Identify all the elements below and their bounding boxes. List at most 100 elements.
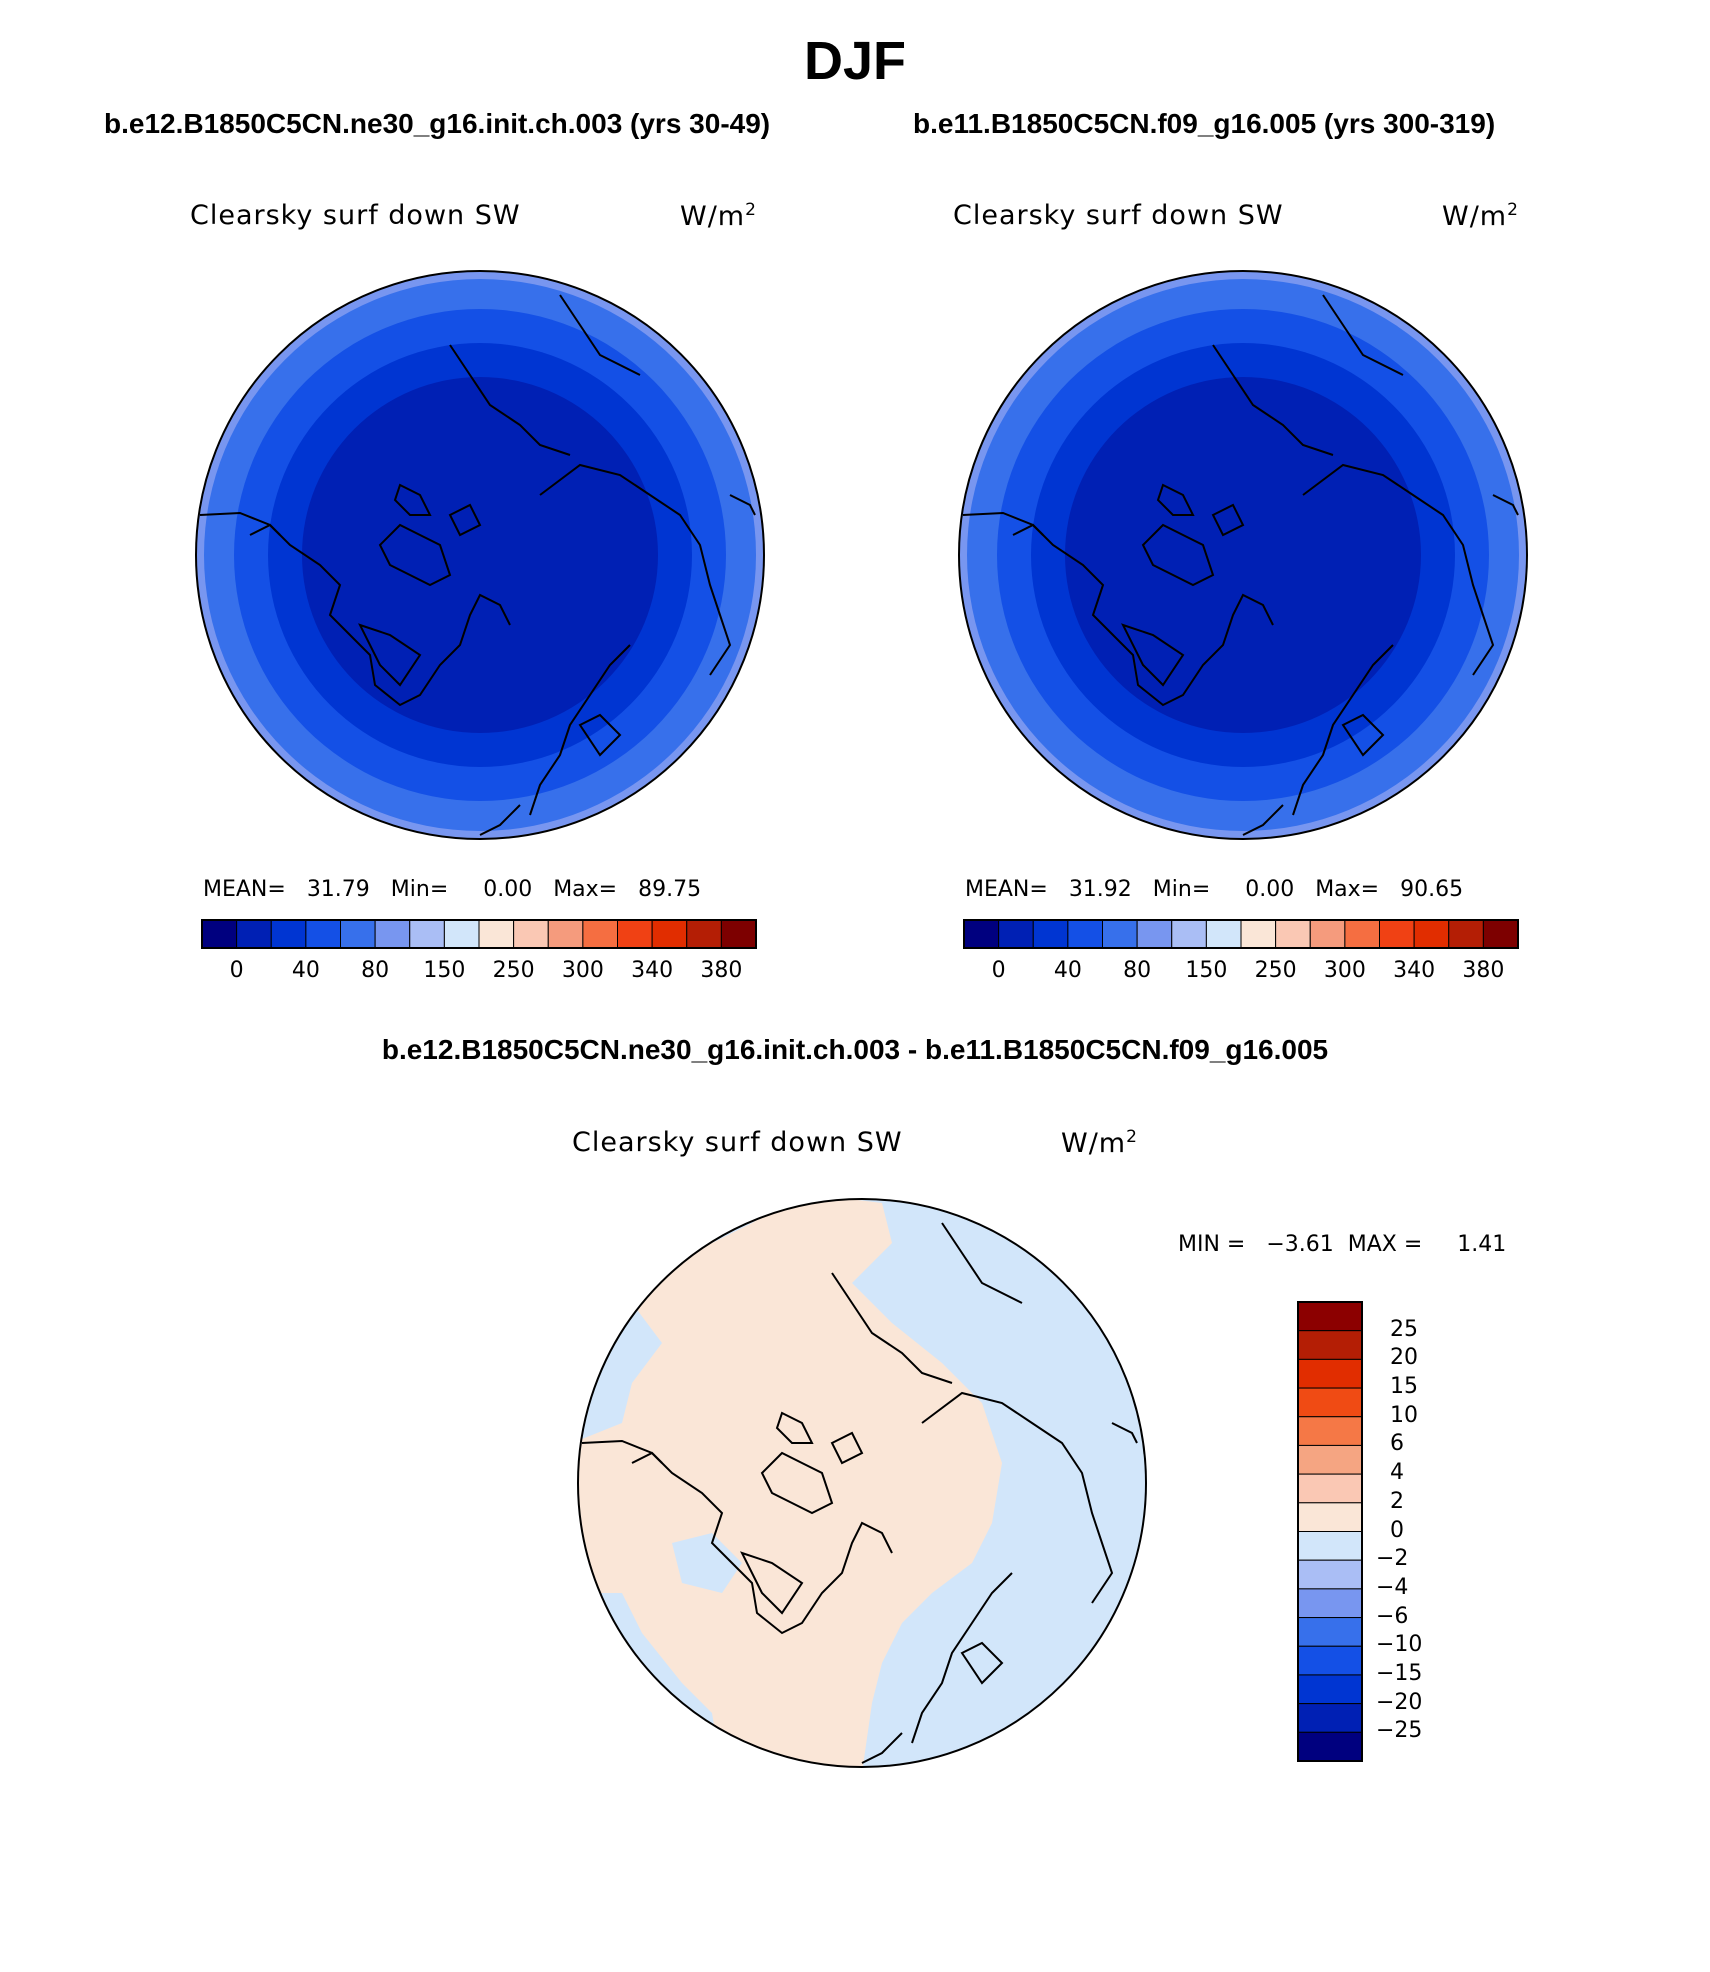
positive-region (578, 1199, 1002, 1767)
colorbar-tick-label: 340 (631, 958, 674, 983)
colorbar-cell (1297, 1559, 1363, 1590)
colorbar-cell (443, 919, 480, 949)
colorbar-cell (1297, 1588, 1363, 1619)
panel-2-case-title: b.e11.B1850C5CN.f09_g16.005 (yrs 300-319… (913, 108, 1496, 139)
colorbar-cell (1032, 919, 1069, 949)
colorbar-cell (1240, 919, 1277, 949)
colorbar-cell (1171, 919, 1207, 949)
colorbar-cell (409, 919, 445, 949)
colorbar-cell (1297, 1358, 1363, 1389)
colorbar-tick-label: −10 (1376, 1632, 1423, 1658)
panel-2-variable: Clearsky surf down SW (953, 200, 1284, 231)
colorbar-cell (720, 919, 757, 949)
colorbar-cell (582, 919, 618, 949)
colorbar-cell (651, 919, 688, 949)
map-panel-1 (195, 270, 765, 840)
colorbar-cell (1309, 919, 1346, 949)
colorbar-cell (270, 919, 307, 949)
colorbar-cell (1297, 1502, 1363, 1532)
colorbar-tick-label: 150 (423, 958, 466, 983)
colorbar-tick-label: −20 (1376, 1689, 1423, 1715)
colorbar-diff (1297, 1301, 1363, 1762)
colorbar-tick-label: 20 (1390, 1345, 1418, 1371)
colorbar-cell (686, 919, 722, 949)
diff-units: W/m2 (1061, 1127, 1138, 1159)
colorbar-diff-ticks: 25 20 15 10 6 4 2 0 −2 −4 −6 −10 −15 −20 −25 (1376, 1302, 1466, 1761)
coastlines (962, 294, 1519, 836)
page-title: DJF (803, 31, 906, 91)
colorbar-tick-label: 2 (1390, 1488, 1404, 1514)
colorbar-cell (1297, 1416, 1363, 1446)
colorbar-tick-label: 80 (1123, 958, 1152, 983)
colorbar-cell (1379, 919, 1415, 949)
colorbar-cell (236, 919, 272, 949)
colorbar-cell (1297, 1387, 1363, 1418)
colorbar-cell (305, 919, 341, 949)
colorbar-cell (963, 919, 1000, 949)
colorbar-cell (1413, 919, 1450, 949)
colorbar-cell (1102, 919, 1138, 949)
colorbar-tick-label: 4 (1390, 1460, 1404, 1486)
colorbar-cell (1205, 919, 1242, 949)
colorbar-cell (1136, 919, 1173, 949)
diff-variable: Clearsky surf down SW (572, 1127, 903, 1158)
colorbar-tick-label: 300 (1323, 958, 1366, 983)
colorbar-tick-label: −6 (1376, 1603, 1409, 1629)
diff-minmax: MIN = −3.61 MAX = 1.41 (1178, 1232, 1507, 1257)
colorbar-cell (340, 919, 376, 949)
colorbar-cell (1297, 1731, 1363, 1762)
colorbar-tick-label: 150 (1185, 958, 1228, 983)
colorbar-panel-2 (963, 919, 1519, 949)
colorbar-cell (1067, 919, 1103, 949)
colorbar-tick-label: 40 (291, 958, 320, 983)
colorbar-tick-label: 40 (1053, 958, 1082, 983)
ring-5 (302, 377, 658, 733)
colorbar-cell (201, 919, 238, 949)
colorbar-cell (1448, 919, 1484, 949)
colorbar-cell (374, 919, 411, 949)
colorbar-cell (1297, 1473, 1363, 1504)
colorbar-cell (617, 919, 653, 949)
colorbar-cell (1297, 1301, 1363, 1332)
colorbar-tick-label: 0 (1390, 1517, 1404, 1543)
panel-2-stats: MEAN= 31.92 Min= 0.00 Max= 90.65 (965, 877, 1464, 902)
colorbar-cell (998, 919, 1034, 949)
colorbar-tick-label: 300 (561, 958, 604, 983)
colorbar-tick-label: 25 (1390, 1316, 1418, 1342)
colorbar-panel-1-ticks: 0 40 80 150 250 300 340 380 (202, 958, 756, 988)
panel-1-case-title: b.e12.B1850C5CN.ne30_g16.init.ch.003 (yr… (104, 108, 771, 139)
colorbar-cell (1297, 1645, 1363, 1676)
map-diff (577, 1198, 1147, 1768)
colorbar-tick-label: 80 (361, 958, 390, 983)
colorbar-tick-label: −15 (1376, 1660, 1423, 1686)
colorbar-tick-label: 0 (229, 958, 244, 983)
colorbar-tick-label: 340 (1393, 958, 1436, 983)
colorbar-tick-label: 250 (492, 958, 535, 983)
colorbar-cell (1297, 1330, 1363, 1360)
colorbar-panel-2-ticks: 0 40 80 150 250 300 340 380 (964, 958, 1518, 988)
colorbar-cell (1275, 919, 1311, 949)
colorbar-tick-label: 0 (991, 958, 1006, 983)
colorbar-cell (1297, 1444, 1363, 1475)
colorbar-tick-label: 15 (1390, 1374, 1418, 1400)
colorbar-panel-1 (201, 919, 757, 949)
colorbar-tick-label: −25 (1376, 1718, 1423, 1744)
colorbar-tick-label: 6 (1390, 1431, 1404, 1457)
colorbar-tick-label: 250 (1254, 958, 1297, 983)
panel-2-units: W/m2 (1442, 200, 1519, 232)
colorbar-cell (547, 919, 584, 949)
panel-1-units: W/m2 (680, 200, 757, 232)
colorbar-cell (478, 919, 515, 949)
panel-1-variable: Clearsky surf down SW (190, 200, 521, 231)
colorbar-tick-label: 380 (700, 958, 743, 983)
colorbar-cell (1482, 919, 1519, 949)
map-panel-2 (958, 270, 1528, 840)
colorbar-cell (1297, 1617, 1363, 1647)
ring-5 (1065, 377, 1421, 733)
diff-title: b.e12.B1850C5CN.ne30_g16.init.ch.003 - b… (381, 1034, 1329, 1065)
colorbar-tick-label: −2 (1376, 1546, 1409, 1572)
colorbar-tick-label: −4 (1376, 1574, 1409, 1600)
colorbar-cell (513, 919, 549, 949)
colorbar-tick-label: 10 (1390, 1402, 1418, 1428)
colorbar-cell (1297, 1703, 1363, 1733)
